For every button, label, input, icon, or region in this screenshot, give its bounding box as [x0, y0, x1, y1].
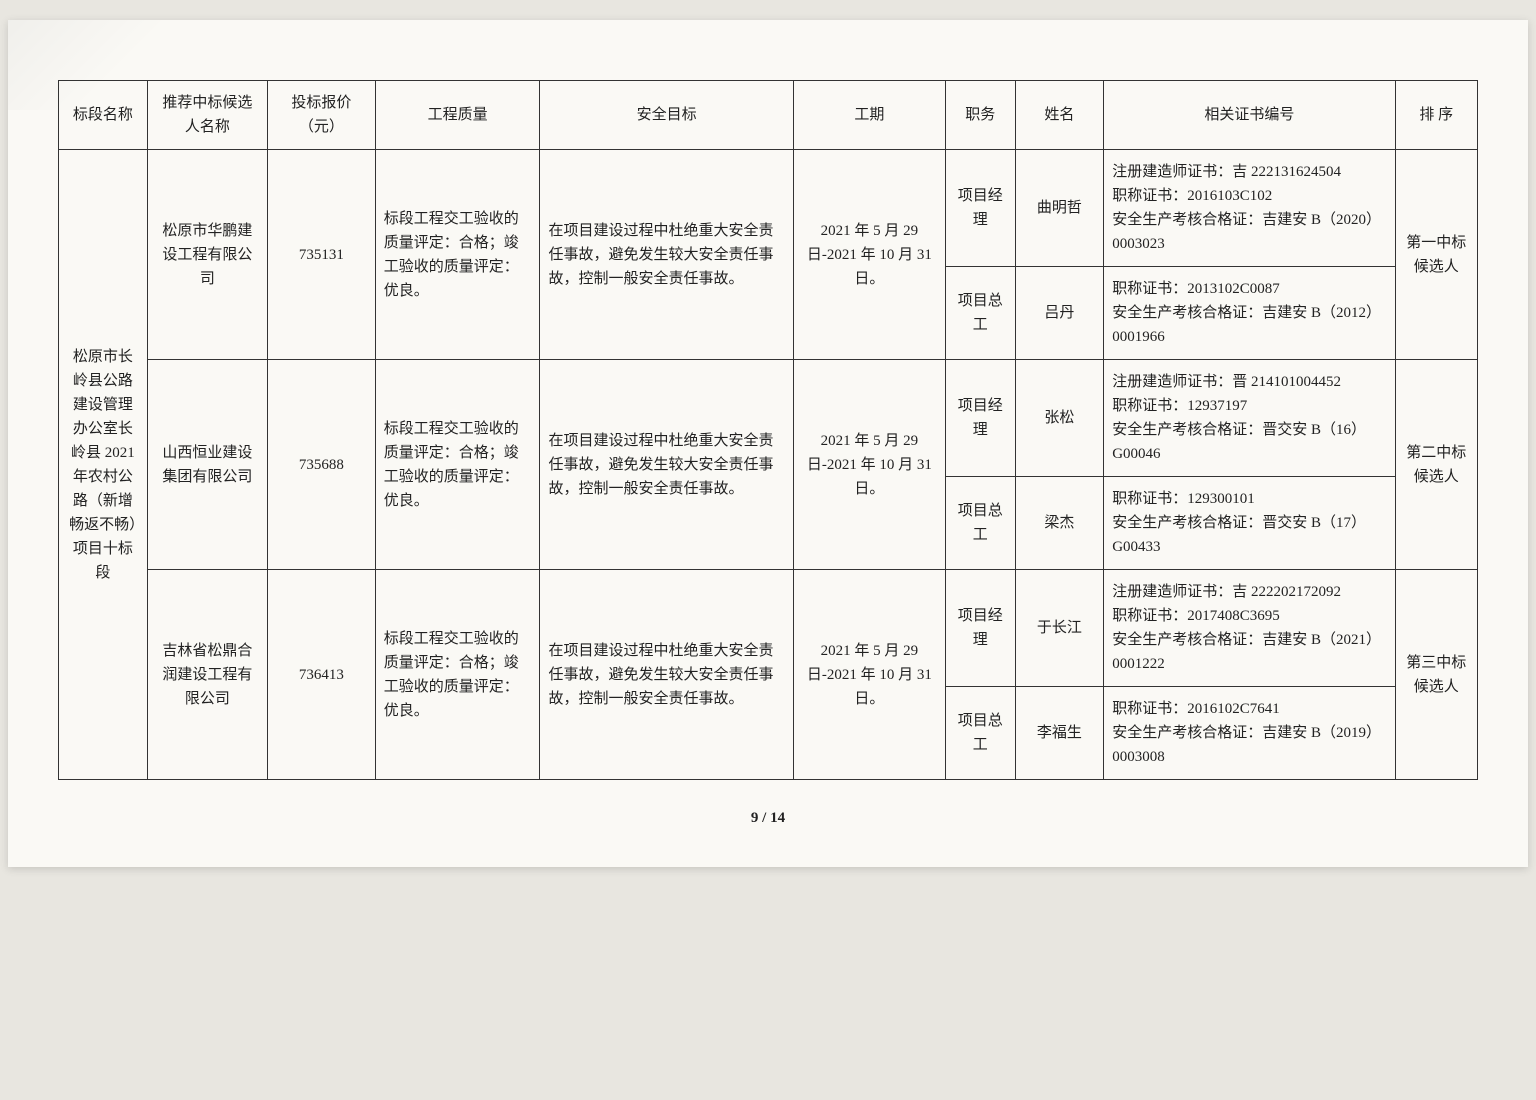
th-candidate: 推荐中标候选人名称: [147, 81, 267, 150]
document-page: 标段名称 推荐中标候选人名称 投标报价（元） 工程质量 安全目标 工期 职务 姓…: [8, 20, 1528, 867]
table-body: 松原市长岭县公路建设管理办公室长岭县 2021 年农村公路（新增畅返不畅）项目十…: [59, 150, 1478, 780]
cell-quality: 标段工程交工验收的质量评定：合格；竣工验收的质量评定：优良。: [375, 570, 540, 780]
cell-pm-name: 曲明哲: [1015, 150, 1104, 267]
cell-pm-name: 张松: [1015, 360, 1104, 477]
bid-candidates-table: 标段名称 推荐中标候选人名称 投标报价（元） 工程质量 安全目标 工期 职务 姓…: [58, 80, 1478, 780]
cell-role-ce: 项目总工: [945, 687, 1015, 780]
cell-period: 2021 年 5 月 29 日-2021 年 10 月 31 日。: [793, 360, 945, 570]
cell-quality: 标段工程交工验收的质量评定：合格；竣工验收的质量评定：优良。: [375, 360, 540, 570]
cell-quality: 标段工程交工验收的质量评定：合格；竣工验收的质量评定：优良。: [375, 150, 540, 360]
cell-ce-name: 梁杰: [1015, 477, 1104, 570]
cell-role-pm: 项目经理: [945, 150, 1015, 267]
th-section: 标段名称: [59, 81, 148, 150]
cell-price: 735688: [268, 360, 376, 570]
cell-pm-cert: 注册建造师证书：吉 222131624504 职称证书：2016103C102 …: [1104, 150, 1395, 267]
table-row: 吉林省松鼎合润建设工程有限公司736413标段工程交工验收的质量评定：合格；竣工…: [59, 570, 1478, 687]
cell-safety: 在项目建设过程中杜绝重大安全责任事故，避免发生较大安全责任事故，控制一般安全责任…: [540, 150, 793, 360]
cell-rank: 第二中标候选人: [1395, 360, 1477, 570]
th-name: 姓名: [1015, 81, 1104, 150]
page-number: 9 / 14: [58, 810, 1478, 827]
cell-ce-name: 李福生: [1015, 687, 1104, 780]
cell-safety: 在项目建设过程中杜绝重大安全责任事故，避免发生较大安全责任事故，控制一般安全责任…: [540, 360, 793, 570]
cell-pm-cert: 注册建造师证书：吉 222202172092 职称证书：2017408C3695…: [1104, 570, 1395, 687]
cell-safety: 在项目建设过程中杜绝重大安全责任事故，避免发生较大安全责任事故，控制一般安全责任…: [540, 570, 793, 780]
cell-company: 吉林省松鼎合润建设工程有限公司: [147, 570, 267, 780]
th-safety: 安全目标: [540, 81, 793, 150]
cell-role-pm: 项目经理: [945, 360, 1015, 477]
cell-price: 735131: [268, 150, 376, 360]
cell-rank: 第三中标候选人: [1395, 570, 1477, 780]
cell-ce-cert: 职称证书：129300101 安全生产考核合格证：晋交安 B（17）G00433: [1104, 477, 1395, 570]
cell-ce-cert: 职称证书：2013102C0087 安全生产考核合格证：吉建安 B（2012）0…: [1104, 267, 1395, 360]
cell-role-ce: 项目总工: [945, 267, 1015, 360]
th-quality: 工程质量: [375, 81, 540, 150]
cell-role-ce: 项目总工: [945, 477, 1015, 570]
th-rank: 排 序: [1395, 81, 1477, 150]
table-header-row: 标段名称 推荐中标候选人名称 投标报价（元） 工程质量 安全目标 工期 职务 姓…: [59, 81, 1478, 150]
th-price: 投标报价（元）: [268, 81, 376, 150]
table-row: 松原市长岭县公路建设管理办公室长岭县 2021 年农村公路（新增畅返不畅）项目十…: [59, 150, 1478, 267]
th-role: 职务: [945, 81, 1015, 150]
th-cert: 相关证书编号: [1104, 81, 1395, 150]
cell-rank: 第一中标候选人: [1395, 150, 1477, 360]
cell-price: 736413: [268, 570, 376, 780]
cell-section-name: 松原市长岭县公路建设管理办公室长岭县 2021 年农村公路（新增畅返不畅）项目十…: [59, 150, 148, 780]
cell-ce-cert: 职称证书：2016102C7641 安全生产考核合格证：吉建安 B（2019）0…: [1104, 687, 1395, 780]
cell-pm-name: 于长江: [1015, 570, 1104, 687]
cell-company: 松原市华鹏建设工程有限公司: [147, 150, 267, 360]
cell-period: 2021 年 5 月 29 日-2021 年 10 月 31 日。: [793, 570, 945, 780]
cell-company: 山西恒业建设集团有限公司: [147, 360, 267, 570]
cell-ce-name: 吕丹: [1015, 267, 1104, 360]
cell-pm-cert: 注册建造师证书：晋 214101004452 职称证书：12937197 安全生…: [1104, 360, 1395, 477]
th-period: 工期: [793, 81, 945, 150]
cell-role-pm: 项目经理: [945, 570, 1015, 687]
cell-period: 2021 年 5 月 29 日-2021 年 10 月 31 日。: [793, 150, 945, 360]
table-row: 山西恒业建设集团有限公司735688标段工程交工验收的质量评定：合格；竣工验收的…: [59, 360, 1478, 477]
